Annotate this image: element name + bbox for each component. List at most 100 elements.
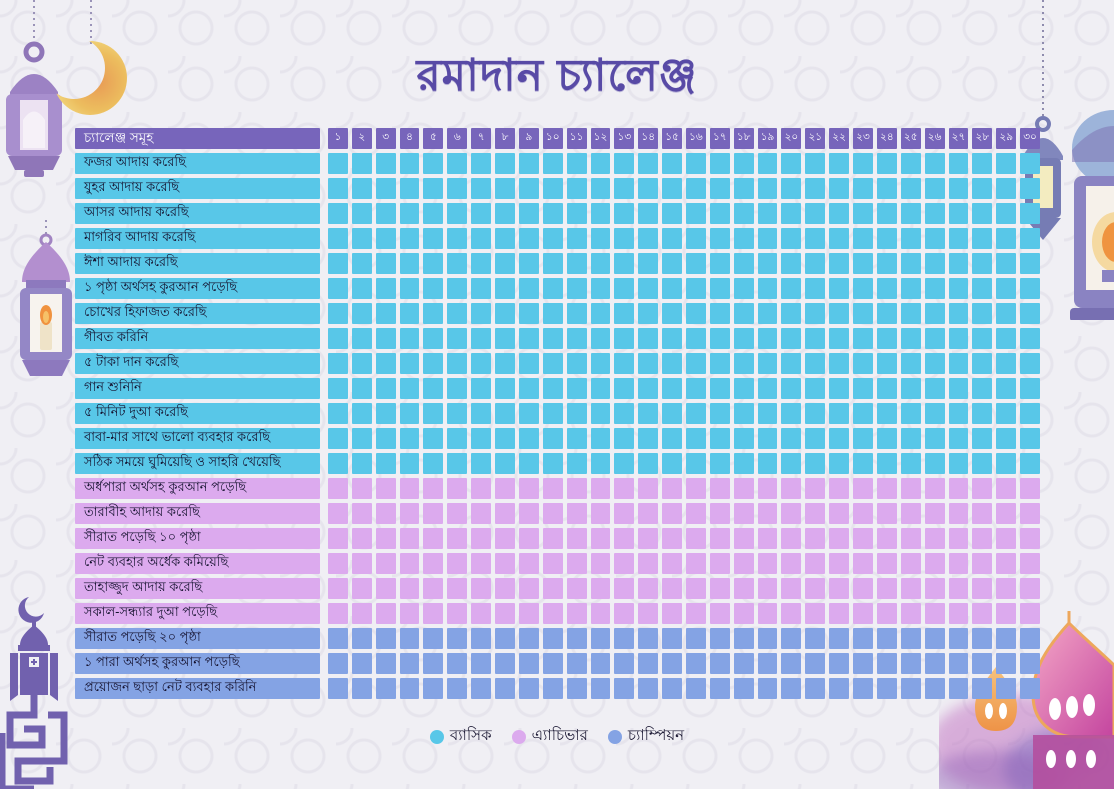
day-cell[interactable] (375, 678, 396, 699)
day-cell[interactable] (423, 428, 444, 449)
day-cell[interactable] (518, 578, 539, 599)
day-cell[interactable] (924, 453, 945, 474)
day-cell[interactable] (757, 553, 778, 574)
day-cell[interactable] (614, 628, 635, 649)
day-cell[interactable] (805, 478, 826, 499)
day-cell[interactable] (375, 203, 396, 224)
day-cell[interactable] (829, 378, 850, 399)
day-cell[interactable] (638, 503, 659, 524)
day-cell[interactable] (757, 353, 778, 374)
day-cell[interactable] (781, 603, 802, 624)
day-cell[interactable] (399, 603, 420, 624)
day-cell[interactable] (566, 453, 587, 474)
day-cell[interactable] (972, 528, 993, 549)
day-cell[interactable] (686, 303, 706, 324)
day-cell[interactable] (686, 578, 706, 599)
day-cell[interactable] (375, 353, 396, 374)
day-cell[interactable] (1020, 478, 1040, 499)
day-cell[interactable] (566, 378, 587, 399)
day-cell[interactable] (662, 428, 682, 449)
day-cell[interactable] (805, 578, 826, 599)
day-cell[interactable] (876, 228, 897, 249)
day-cell[interactable] (924, 678, 945, 699)
day-cell[interactable] (972, 553, 993, 574)
day-cell[interactable] (542, 328, 563, 349)
day-cell[interactable] (375, 653, 396, 674)
day-cell[interactable] (709, 253, 730, 274)
day-cell[interactable] (590, 453, 611, 474)
day-cell[interactable] (447, 303, 468, 324)
day-cell[interactable] (471, 503, 492, 524)
day-cell[interactable] (757, 428, 778, 449)
day-cell[interactable] (662, 553, 682, 574)
day-cell[interactable] (375, 528, 396, 549)
day-cell[interactable] (399, 278, 420, 299)
day-cell[interactable] (495, 503, 515, 524)
day-cell[interactable] (853, 603, 873, 624)
day-cell[interactable] (471, 253, 492, 274)
day-cell[interactable] (972, 478, 993, 499)
day-cell[interactable] (471, 153, 492, 174)
day-cell[interactable] (900, 378, 921, 399)
day-cell[interactable] (423, 578, 444, 599)
day-cell[interactable] (399, 653, 420, 674)
day-cell[interactable] (471, 678, 492, 699)
day-cell[interactable] (900, 503, 921, 524)
day-cell[interactable] (781, 278, 802, 299)
day-cell[interactable] (924, 378, 945, 399)
day-cell[interactable] (328, 503, 348, 524)
day-cell[interactable] (662, 203, 682, 224)
day-cell[interactable] (375, 278, 396, 299)
day-cell[interactable] (757, 628, 778, 649)
day-cell[interactable] (709, 628, 730, 649)
day-cell[interactable] (399, 528, 420, 549)
day-cell[interactable] (1020, 328, 1040, 349)
day-cell[interactable] (638, 578, 659, 599)
day-cell[interactable] (781, 178, 802, 199)
day-cell[interactable] (542, 278, 563, 299)
day-cell[interactable] (638, 353, 659, 374)
day-cell[interactable] (495, 153, 515, 174)
day-cell[interactable] (614, 578, 635, 599)
day-cell[interactable] (853, 453, 873, 474)
day-cell[interactable] (518, 453, 539, 474)
day-cell[interactable] (518, 253, 539, 274)
day-cell[interactable] (733, 478, 754, 499)
day-cell[interactable] (423, 153, 444, 174)
day-cell[interactable] (972, 153, 993, 174)
day-cell[interactable] (614, 153, 635, 174)
day-cell[interactable] (662, 253, 682, 274)
day-cell[interactable] (1020, 553, 1040, 574)
day-cell[interactable] (662, 678, 682, 699)
day-cell[interactable] (614, 603, 635, 624)
day-cell[interactable] (853, 328, 873, 349)
day-cell[interactable] (447, 628, 468, 649)
day-cell[interactable] (518, 503, 539, 524)
day-cell[interactable] (757, 278, 778, 299)
day-cell[interactable] (900, 403, 921, 424)
day-cell[interactable] (733, 153, 754, 174)
day-cell[interactable] (948, 628, 969, 649)
day-cell[interactable] (518, 153, 539, 174)
day-cell[interactable] (614, 278, 635, 299)
day-cell[interactable] (518, 278, 539, 299)
day-cell[interactable] (351, 378, 372, 399)
day-cell[interactable] (876, 428, 897, 449)
day-cell[interactable] (948, 153, 969, 174)
day-cell[interactable] (471, 403, 492, 424)
day-cell[interactable] (351, 403, 372, 424)
day-cell[interactable] (518, 378, 539, 399)
day-cell[interactable] (423, 378, 444, 399)
day-cell[interactable] (805, 378, 826, 399)
day-cell[interactable] (614, 478, 635, 499)
day-cell[interactable] (709, 603, 730, 624)
day-cell[interactable] (399, 553, 420, 574)
day-cell[interactable] (1020, 253, 1040, 274)
day-cell[interactable] (948, 678, 969, 699)
day-cell[interactable] (876, 503, 897, 524)
day-cell[interactable] (686, 653, 706, 674)
day-cell[interactable] (686, 228, 706, 249)
day-cell[interactable] (781, 578, 802, 599)
day-cell[interactable] (757, 378, 778, 399)
day-cell[interactable] (590, 578, 611, 599)
